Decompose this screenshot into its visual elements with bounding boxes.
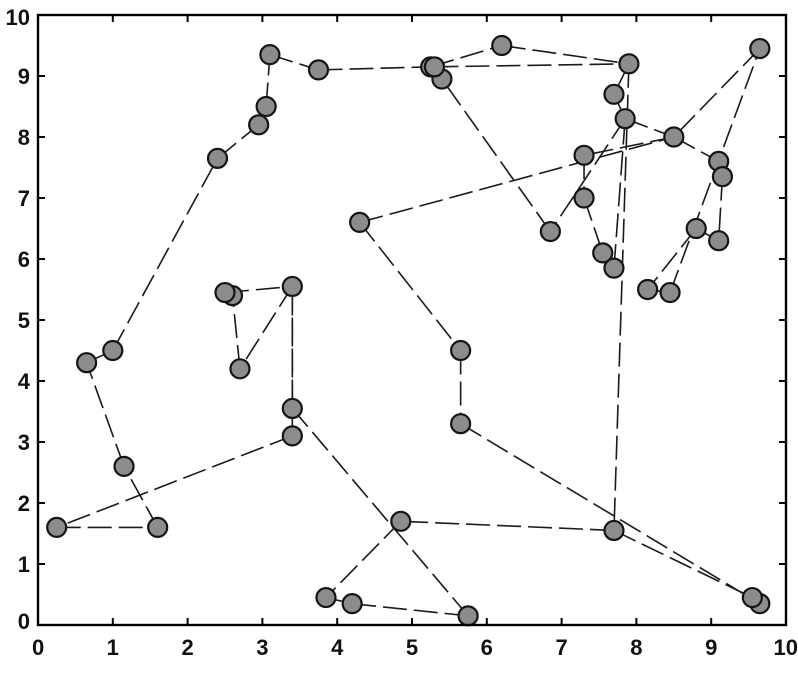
x-tick-label: 9 xyxy=(705,635,717,660)
x-tick-label: 5 xyxy=(406,635,418,660)
axis-ticks xyxy=(37,14,787,626)
route-segment xyxy=(352,602,469,617)
city-marker xyxy=(708,230,730,252)
city-marker xyxy=(423,56,446,78)
route-segment xyxy=(646,228,697,290)
x-tick-label: 6 xyxy=(481,635,493,660)
city-marker xyxy=(147,516,169,539)
city-marker xyxy=(592,242,614,264)
route-segment xyxy=(231,295,241,369)
city-marker xyxy=(102,339,124,362)
city-marker xyxy=(659,281,681,304)
y-tick-label: 4 xyxy=(18,369,31,394)
route-segment xyxy=(112,157,219,351)
route-segment xyxy=(123,466,159,528)
city-marker xyxy=(214,281,236,304)
route-segment xyxy=(318,66,431,71)
route-segment xyxy=(717,176,724,241)
x-axis-tick-labels: 0 1 2 3 4 5 6 7 8 9 10 xyxy=(32,635,798,660)
city-marker xyxy=(307,59,330,81)
city-marker xyxy=(281,425,303,447)
city-marker xyxy=(749,37,771,60)
city-marker xyxy=(113,455,135,477)
y-axis-tick-labels: 0 1 2 3 4 5 6 7 8 9 10 xyxy=(6,5,31,634)
city-marker xyxy=(206,147,229,169)
route-segment xyxy=(239,286,293,370)
city-marker xyxy=(46,516,68,539)
city-marker xyxy=(281,397,303,420)
city-marker xyxy=(618,53,640,75)
x-tick-label: 1 xyxy=(107,635,119,660)
city-marker xyxy=(281,275,303,298)
city-marker xyxy=(450,413,472,435)
route-segment xyxy=(56,435,293,529)
city-marker xyxy=(603,257,625,279)
city-marker xyxy=(457,605,479,627)
route-segment xyxy=(613,63,630,531)
city-marker xyxy=(349,211,371,233)
route-segment xyxy=(613,118,626,269)
y-tick-label: 1 xyxy=(18,552,30,577)
city-marker xyxy=(491,34,513,57)
route-segment xyxy=(441,78,552,233)
x-tick-label: 8 xyxy=(630,635,642,660)
y-tick-label: 0 xyxy=(18,609,30,634)
city-marker xyxy=(741,586,763,609)
y-tick-label: 6 xyxy=(18,247,30,272)
x-tick-label: 0 xyxy=(32,635,44,660)
route-segment xyxy=(359,136,675,224)
city-marker xyxy=(450,339,472,362)
route-segment xyxy=(460,423,761,605)
route-segment xyxy=(325,520,402,599)
y-tick-label: 9 xyxy=(18,64,30,89)
city-marker xyxy=(539,220,561,243)
y-tick-label: 10 xyxy=(6,5,30,30)
route-segment xyxy=(501,44,630,65)
city-marker xyxy=(229,358,251,380)
x-tick-label: 3 xyxy=(256,635,268,660)
x-tick-label: 7 xyxy=(555,635,567,660)
route-segment xyxy=(291,407,469,617)
city-marker xyxy=(248,114,270,136)
city-marker xyxy=(76,352,98,374)
x-tick-label: 4 xyxy=(331,635,344,660)
x-tick-label: 10 xyxy=(774,635,798,660)
route-segment xyxy=(673,47,761,138)
city-marker xyxy=(603,83,625,105)
city-marker xyxy=(573,144,595,166)
city-marker xyxy=(637,278,659,301)
city-marker xyxy=(259,44,281,66)
city-marker xyxy=(255,95,277,118)
city-marker xyxy=(573,187,595,209)
city-markers xyxy=(46,34,771,627)
city-marker xyxy=(390,510,412,532)
y-tick-label: 7 xyxy=(18,186,30,211)
y-tick-label: 5 xyxy=(18,308,30,333)
city-marker xyxy=(663,126,685,148)
route-segment xyxy=(359,221,462,351)
y-tick-label: 3 xyxy=(18,430,30,455)
route-segment xyxy=(400,520,614,532)
route-segment xyxy=(549,118,626,232)
city-marker xyxy=(711,166,734,188)
y-tick-label: 2 xyxy=(18,491,30,516)
route-segment xyxy=(583,136,674,157)
route-segment xyxy=(613,529,753,599)
city-marker xyxy=(614,108,636,130)
city-marker xyxy=(603,519,625,542)
city-marker xyxy=(685,217,707,240)
city-marker xyxy=(315,586,337,609)
route-segment xyxy=(85,362,125,467)
x-tick-label: 2 xyxy=(181,635,193,660)
y-tick-label: 8 xyxy=(18,125,30,150)
city-marker xyxy=(341,593,363,615)
route-segment xyxy=(434,63,629,68)
